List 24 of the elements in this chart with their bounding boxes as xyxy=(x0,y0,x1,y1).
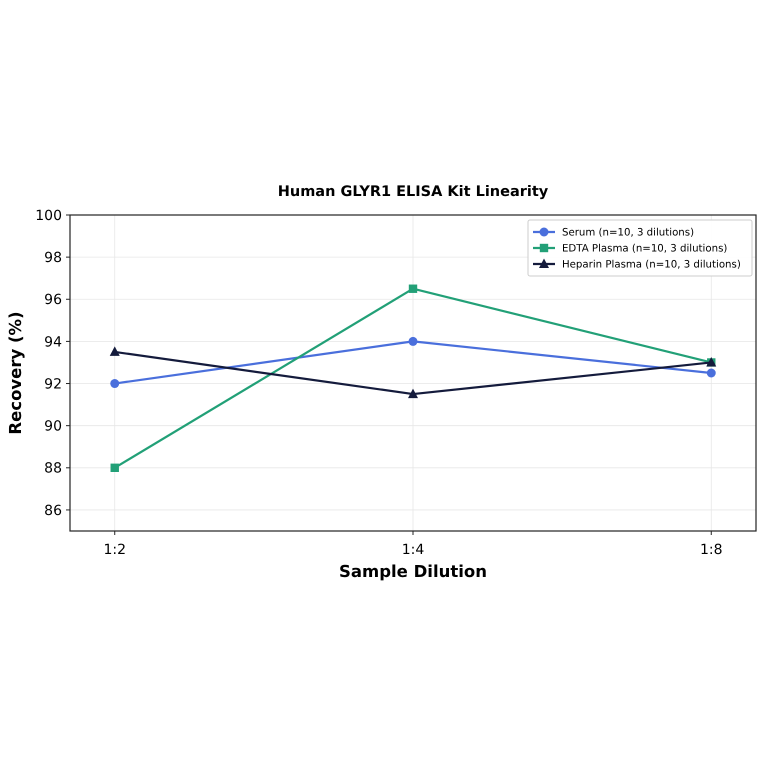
y-tick-label: 86 xyxy=(44,502,62,519)
y-axis-title: Recovery (%) xyxy=(6,311,25,435)
y-tick-label: 88 xyxy=(44,460,62,477)
point xyxy=(706,368,716,378)
y-tick-label: 92 xyxy=(44,376,62,392)
x-tick-label: 1:4 xyxy=(402,542,424,558)
x-tick-label: 1:8 xyxy=(700,542,723,558)
legend-label: Heparin Plasma (n=10, 3 dilutions) xyxy=(562,260,741,271)
y-tick-label: 98 xyxy=(44,250,62,266)
point xyxy=(408,336,418,346)
point xyxy=(110,346,120,356)
point xyxy=(408,284,418,293)
point xyxy=(110,464,119,472)
x-tick-label: 1:2 xyxy=(103,542,126,558)
y-tick-label: 90 xyxy=(44,418,62,435)
legend-label: EDTA Plasma (n=10, 3 dilutions) xyxy=(562,244,728,255)
y-tick-label: 94 xyxy=(44,334,62,350)
point xyxy=(110,379,120,388)
x-axis-title: Sample Dilution xyxy=(339,562,487,581)
point xyxy=(408,388,418,398)
chart-title: Human GLYR1 ELISA Kit Linearity xyxy=(278,184,549,200)
legend-label: Serum (n=10, 3 dilutions) xyxy=(562,228,694,239)
y-tick-label: 100 xyxy=(35,208,62,224)
y-tick-label: 96 xyxy=(44,292,62,308)
